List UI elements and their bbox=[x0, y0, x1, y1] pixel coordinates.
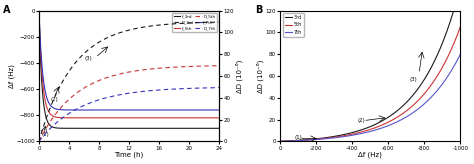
Text: A: A bbox=[3, 5, 10, 15]
Text: (1): (1) bbox=[42, 132, 49, 137]
Text: (2): (2) bbox=[50, 97, 58, 102]
Legend: 3rd, 5th, 7th: 3rd, 5th, 7th bbox=[283, 13, 303, 37]
Y-axis label: Δf (Hz): Δf (Hz) bbox=[8, 64, 15, 88]
Text: (1): (1) bbox=[295, 135, 302, 140]
Y-axis label: ΔD (10⁻⁶): ΔD (10⁻⁶) bbox=[235, 59, 243, 93]
Text: (2): (2) bbox=[358, 118, 365, 123]
X-axis label: Δf (Hz): Δf (Hz) bbox=[358, 152, 382, 158]
Y-axis label: ΔD (10⁻⁶): ΔD (10⁻⁶) bbox=[256, 59, 264, 93]
X-axis label: Time (h): Time (h) bbox=[114, 152, 144, 158]
Text: (3): (3) bbox=[84, 56, 92, 61]
Text: (3): (3) bbox=[410, 77, 418, 82]
Legend: f_3rd, D_3rd, f_5th, D_5th, f_7th, D_7th: f_3rd, D_3rd, f_5th, D_5th, f_7th, D_7th bbox=[172, 13, 217, 32]
Text: B: B bbox=[255, 5, 262, 15]
